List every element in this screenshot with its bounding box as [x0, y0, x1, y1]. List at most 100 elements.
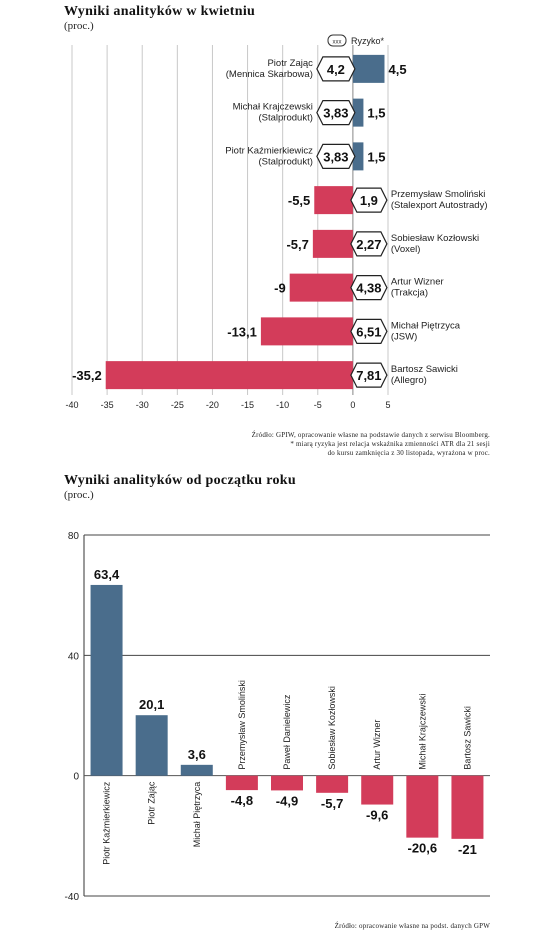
category-label: Przemysław Smoliński: [237, 680, 247, 770]
bar: [289, 273, 353, 302]
category-label: Piotr Zając: [147, 781, 157, 825]
risk-badge-label: 4,38: [356, 281, 381, 296]
bar: [271, 775, 303, 791]
chart1-subtitle: (proc.): [64, 20, 94, 32]
category-label: Paweł Danielewicz: [282, 694, 292, 770]
category-label: Michał Krajczewski: [233, 102, 313, 113]
category-label: (Voxel): [391, 244, 421, 255]
category-label: Przemysław Smoliński: [391, 189, 486, 200]
category-label: (Stalprodukt): [258, 113, 312, 124]
bar-value-label: -21: [458, 842, 477, 857]
category-label: Piotr Kaźmierkiewicz: [102, 781, 112, 865]
category-label: (Trakcja): [391, 288, 428, 299]
bar-value-label: -9: [274, 281, 286, 296]
x-tick-label: 0: [350, 400, 355, 410]
x-tick-label: -10: [276, 400, 289, 410]
bar: [316, 775, 349, 793]
y-tick-label: -40: [65, 892, 80, 903]
bar-value-label: -4,8: [231, 793, 253, 808]
risk-badge: [316, 100, 356, 126]
chart1-title: Wyniki analityków w kwietniu: [64, 4, 256, 19]
risk-badge-label: 7,81: [356, 368, 381, 383]
bar: [260, 317, 353, 346]
bar-value-label: 3,6: [188, 747, 206, 762]
bar: [225, 775, 258, 791]
x-tick-label: -15: [241, 400, 254, 410]
x-tick-label: -35: [101, 400, 114, 410]
x-tick-label: -5: [314, 400, 322, 410]
category-label: Artur Wizner: [372, 720, 382, 770]
chart2-subtitle: (proc.): [64, 489, 94, 501]
bar: [180, 764, 213, 776]
y-tick-label: 40: [68, 651, 80, 662]
category-label: Sobiesław Kozłowski: [327, 686, 337, 770]
bar: [352, 142, 364, 171]
bar-value-label: -5,5: [288, 193, 310, 208]
category-label: (Stalprodukt): [258, 156, 312, 167]
category-label: Artur Wizner: [391, 277, 444, 288]
risk-badge: [350, 187, 388, 213]
category-label: Michał Piętrzyca: [391, 320, 461, 331]
risk-badge-label: 4,2: [327, 62, 345, 77]
category-label: Sobiesław Kozłowski: [391, 233, 479, 244]
bar-value-label: -13,1: [227, 324, 257, 339]
y-tick-label: 0: [73, 772, 79, 783]
bar: [312, 229, 353, 258]
chart1-source: Źródło: GPIW, opracowanie własne na pods…: [252, 431, 490, 458]
y-tick-label: 80: [68, 531, 80, 542]
chart1-source-line: do kursu zamknięcia z 30 listopada, wyra…: [327, 449, 490, 457]
risk-badge: [316, 56, 356, 82]
risk-badge: [316, 143, 356, 169]
bar: [361, 775, 394, 805]
category-label: Michał Krajczewski: [417, 694, 427, 770]
risk-badge-label: 6,51: [356, 324, 381, 339]
bar: [451, 775, 484, 839]
legend-badge-label: xxx: [333, 40, 342, 46]
bar: [90, 584, 123, 776]
legend-badge: [327, 34, 347, 47]
category-label: Bartosz Sawicki: [462, 706, 472, 770]
category-label: (Allegro): [391, 375, 427, 386]
category-label: (JSW): [391, 331, 417, 342]
bar-value-label: -35,2: [72, 368, 102, 383]
category-label: Michał Piętrzyca: [192, 782, 202, 848]
bar: [406, 775, 439, 838]
category-label: (Stalexport Autostrady): [391, 200, 488, 211]
risk-badge: [350, 231, 388, 257]
bar: [352, 98, 364, 127]
category-label: Bartosz Sawicki: [391, 364, 458, 375]
bar-value-label: -4,9: [276, 793, 298, 808]
category-label: (Mennica Skarbowa): [226, 69, 313, 80]
category-label: Piotr Kaźmierkiewicz: [225, 145, 313, 156]
chart1-source-line: Źródło: GPIW, opracowanie własne na pods…: [251, 431, 490, 439]
risk-badge-label: 1,9: [360, 193, 378, 208]
x-tick-label: -25: [171, 400, 184, 410]
legend: xxx Ryzyko*: [327, 34, 385, 47]
category-label: Piotr Zając: [267, 58, 313, 69]
chart2-canvas: 80 40 0 -40 63,4 Piotr Kaźmierkiewicz 20,1 Piot…: [65, 531, 490, 903]
bar-value-label: -5,7: [286, 237, 308, 252]
chart1-canvas: -40 -35 -30 -25 -20 -15 -10 -5 0 5 xxx Ryzyko* 4,5 4,…: [65, 34, 488, 410]
bar: [314, 186, 353, 215]
x-tick-label: -30: [136, 400, 149, 410]
bar-value-label: -20,6: [408, 841, 438, 856]
bar: [105, 361, 353, 390]
bar-value-label: 20,1: [139, 697, 164, 712]
risk-badge: [350, 362, 388, 388]
bar-value-label: 1,5: [367, 149, 385, 164]
bar-value-label: -5,7: [321, 796, 343, 811]
bar-value-label: -9,6: [366, 808, 388, 823]
x-tick-label: -20: [206, 400, 219, 410]
risk-badge: [350, 275, 388, 301]
legend-label: Ryzyko*: [351, 36, 385, 46]
chart2-title: Wyniki analityków od początku roku: [64, 473, 296, 488]
x-tick-label: 5: [385, 400, 390, 410]
chart2-source: Źródło: opracowanie własne na podst. dan…: [334, 922, 490, 930]
bar-value-label: 63,4: [94, 567, 120, 582]
bar-value-label: 4,5: [388, 62, 406, 77]
bar-value-label: 1,5: [367, 106, 385, 121]
bar: [352, 54, 385, 83]
risk-badge-label: 2,27: [356, 237, 381, 252]
risk-badge-label: 3,83: [323, 149, 348, 164]
bar: [135, 715, 168, 776]
